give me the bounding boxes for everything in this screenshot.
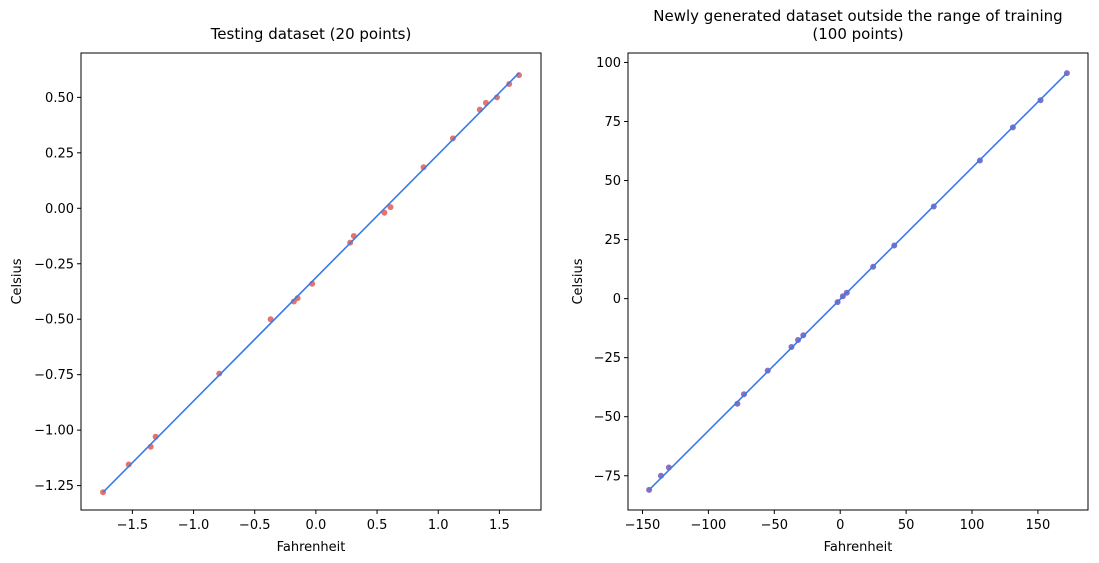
x-tick-label: 0.0 xyxy=(306,518,327,533)
y-tick-label: −1.00 xyxy=(34,424,74,439)
y-tick-label: 0.50 xyxy=(45,91,74,106)
x-tick-label: 150 xyxy=(1026,518,1051,533)
plot-frame xyxy=(627,52,1089,511)
y-tick-label: 0 xyxy=(613,292,621,307)
x-tick-label: 100 xyxy=(960,518,985,533)
data-point xyxy=(506,81,513,88)
x-tick-label: −150 xyxy=(625,518,661,533)
x-tick-label: −50 xyxy=(761,518,788,533)
x-tick-label: 1.5 xyxy=(489,518,510,533)
fit-line xyxy=(648,72,1068,491)
y-tick-label: 50 xyxy=(604,174,621,189)
y-tick-label: −0.75 xyxy=(34,368,74,383)
x-tick-label: −100 xyxy=(691,518,727,533)
data-point xyxy=(216,370,223,377)
left-plot-panel: −1.5 −1.0 −0.5 0.0 0.5 1.0 1.5 −1.25 −1.00 −0.75 −… xyxy=(10,25,542,555)
data-point xyxy=(449,135,456,142)
x-tick-label: 0.5 xyxy=(367,518,388,533)
fit-line xyxy=(102,72,520,493)
data-point xyxy=(387,204,394,211)
y-tick-label: 75 xyxy=(604,115,621,130)
data-point xyxy=(795,336,802,343)
y-axis-label: Celsius xyxy=(10,258,25,304)
right-plot-panel: −150 −100 −50 0 50 100 150 −75 −50 −25 0 25 50 75 100 F… xyxy=(571,7,1089,555)
x-tick-label: −1.5 xyxy=(117,518,149,533)
y-tick-label: −0.25 xyxy=(34,257,74,272)
chart-title: (100 points) xyxy=(812,25,903,43)
y-tick-label: −1.25 xyxy=(34,479,74,494)
plot-frame xyxy=(80,52,542,511)
y-tick-label: 0.00 xyxy=(45,202,74,217)
x-tick-label: 0 xyxy=(836,518,844,533)
y-tick-label: 25 xyxy=(604,233,621,248)
y-tick-label: −25 xyxy=(594,351,621,366)
y-tick-label: 100 xyxy=(596,56,621,71)
chart-title: Testing dataset (20 points) xyxy=(210,25,412,43)
x-tick-label: −0.5 xyxy=(239,518,271,533)
y-tick-label: −0.50 xyxy=(34,313,74,328)
y-tick-label: −50 xyxy=(594,410,621,425)
y-tick-label: −75 xyxy=(594,469,621,484)
x-tick-label: 50 xyxy=(898,518,915,533)
y-tick-label: 0.25 xyxy=(45,146,74,161)
y-axis-label: Celsius xyxy=(571,258,586,304)
chart-title: Newly generated dataset outside the rang… xyxy=(653,7,1062,25)
x-tick-label: 1.0 xyxy=(428,518,449,533)
x-tick-label: −1.0 xyxy=(178,518,210,533)
x-axis-label: Fahrenheit xyxy=(824,540,893,555)
data-point xyxy=(125,461,132,468)
x-axis-label: Fahrenheit xyxy=(277,540,346,555)
